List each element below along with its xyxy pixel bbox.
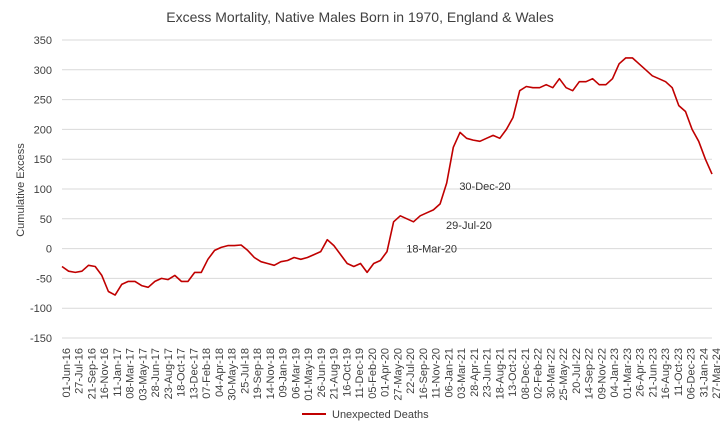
x-tick-label: 21-Sep-16: [86, 348, 98, 399]
y-axis-ticks: -150 -100 -50 0 50 100 150 200 250 300 350: [30, 35, 52, 345]
x-tick-label: 16-Aug-23: [660, 348, 672, 399]
y-tick-label: 350: [34, 35, 52, 47]
x-tick-label: 01-Apr-20: [380, 348, 392, 397]
series-line-unexpected-deaths: [61, 57, 713, 296]
x-tick-label: 31-Jan-24: [698, 348, 710, 398]
x-tick-label: 09-Jan-19: [278, 348, 290, 398]
x-tick-label: 21-Aug-19: [329, 348, 341, 399]
y-tick-label: -100: [30, 303, 52, 315]
x-axis-ticks: 01-Jun-16 27-Jul-16 21-Sep-16 16-Nov-16 11-J…: [61, 348, 720, 401]
x-tick-label: 27-Mar-24: [711, 348, 720, 399]
x-tick-label: 11-Dec-19: [354, 348, 366, 399]
x-tick-label: 08-Dec-21: [520, 348, 532, 399]
x-tick-label: 06-Dec-23: [686, 348, 698, 399]
legend: Unexpected Deaths: [302, 409, 429, 421]
x-tick-label: 27-Jul-16: [74, 348, 86, 394]
x-tick-label: 28-Jun-17: [150, 348, 162, 398]
y-tick-label: -50: [36, 273, 52, 285]
legend-label: Unexpected Deaths: [332, 409, 429, 421]
x-tick-label: 25-Jul-18: [239, 348, 251, 394]
x-tick-label: 13-Dec-17: [188, 348, 200, 399]
annotation-label: 29-Jul-20: [446, 220, 492, 232]
x-tick-label: 25-May-22: [558, 348, 570, 401]
y-tick-label: 150: [34, 154, 52, 166]
x-tick-label: 20-Jul-22: [571, 348, 583, 394]
y-tick-label: 250: [34, 95, 52, 107]
x-tick-label: 01-Jun-16: [61, 348, 73, 398]
x-tick-label: 11-Jan-17: [112, 348, 124, 397]
gridlines: [62, 39, 712, 339]
x-tick-label: 09-Nov-22: [596, 348, 608, 399]
x-tick-label: 16-Nov-16: [99, 348, 111, 399]
x-tick-label: 13-Oct-21: [507, 348, 519, 397]
x-tick-label: 08-Mar-17: [125, 348, 137, 399]
y-tick-label: 100: [34, 184, 52, 196]
annotation-label: 18-Mar-20: [406, 244, 457, 256]
x-tick-label: 14-Sep-22: [584, 348, 596, 399]
x-tick-label: 26-Jun-19: [316, 348, 328, 398]
x-tick-label: 18-Aug-21: [494, 348, 506, 399]
x-tick-label: 30-Mar-22: [545, 348, 557, 399]
x-tick-label: 11-Oct-23: [673, 348, 685, 396]
x-tick-label: 14-Nov-18: [265, 348, 277, 399]
x-tick-label: 04-Apr-18: [214, 348, 226, 397]
y-axis-title: Cumulative Excess: [15, 143, 27, 237]
x-tick-label: 04-Jan-23: [609, 348, 621, 398]
chart-title: Excess Mortality, Native Males Born in 1…: [166, 9, 554, 25]
x-tick-label: 01-May-19: [303, 348, 315, 401]
x-tick-label: 02-Feb-22: [533, 348, 545, 399]
x-tick-label: 23-Jun-21: [482, 348, 494, 398]
x-tick-label: 06-Mar-19: [290, 348, 302, 399]
y-tick-label: -150: [30, 333, 52, 345]
y-tick-label: 0: [46, 244, 52, 256]
annotations: 18-Mar-20 29-Jul-20 30-Dec-20: [406, 181, 510, 256]
x-tick-label: 19-Sep-18: [252, 348, 264, 399]
x-tick-label: 27-May-20: [392, 348, 404, 401]
x-tick-label: 06-Jan-21: [443, 348, 455, 398]
x-tick-label: 22-Jul-20: [405, 348, 417, 394]
x-tick-label: 16-Oct-19: [341, 348, 353, 397]
y-tick-label: 200: [34, 124, 52, 136]
x-tick-label: 03-Mar-21: [456, 348, 468, 399]
x-tick-label: 03-May-17: [137, 348, 149, 401]
x-tick-label: 07-Feb-18: [201, 348, 213, 399]
x-tick-label: 30-May-18: [227, 348, 239, 401]
x-tick-label: 21-Jun-23: [647, 348, 659, 398]
x-tick-label: 05-Feb-20: [367, 348, 379, 399]
annotation-label: 30-Dec-20: [459, 181, 510, 193]
x-tick-label: 28-Apr-21: [469, 348, 481, 397]
x-tick-label: 23-Aug-17: [163, 348, 175, 399]
x-tick-label: 11-Nov-20: [431, 348, 443, 399]
y-tick-label: 50: [40, 214, 52, 226]
x-tick-label: 16-Sep-20: [418, 348, 430, 399]
series-layer: [61, 57, 713, 296]
x-tick-label: 18-Oct-17: [176, 348, 188, 397]
x-tick-label: 01-Mar-23: [622, 348, 634, 399]
y-tick-label: 300: [34, 65, 52, 77]
x-tick-label: 26-Apr-23: [635, 348, 647, 397]
